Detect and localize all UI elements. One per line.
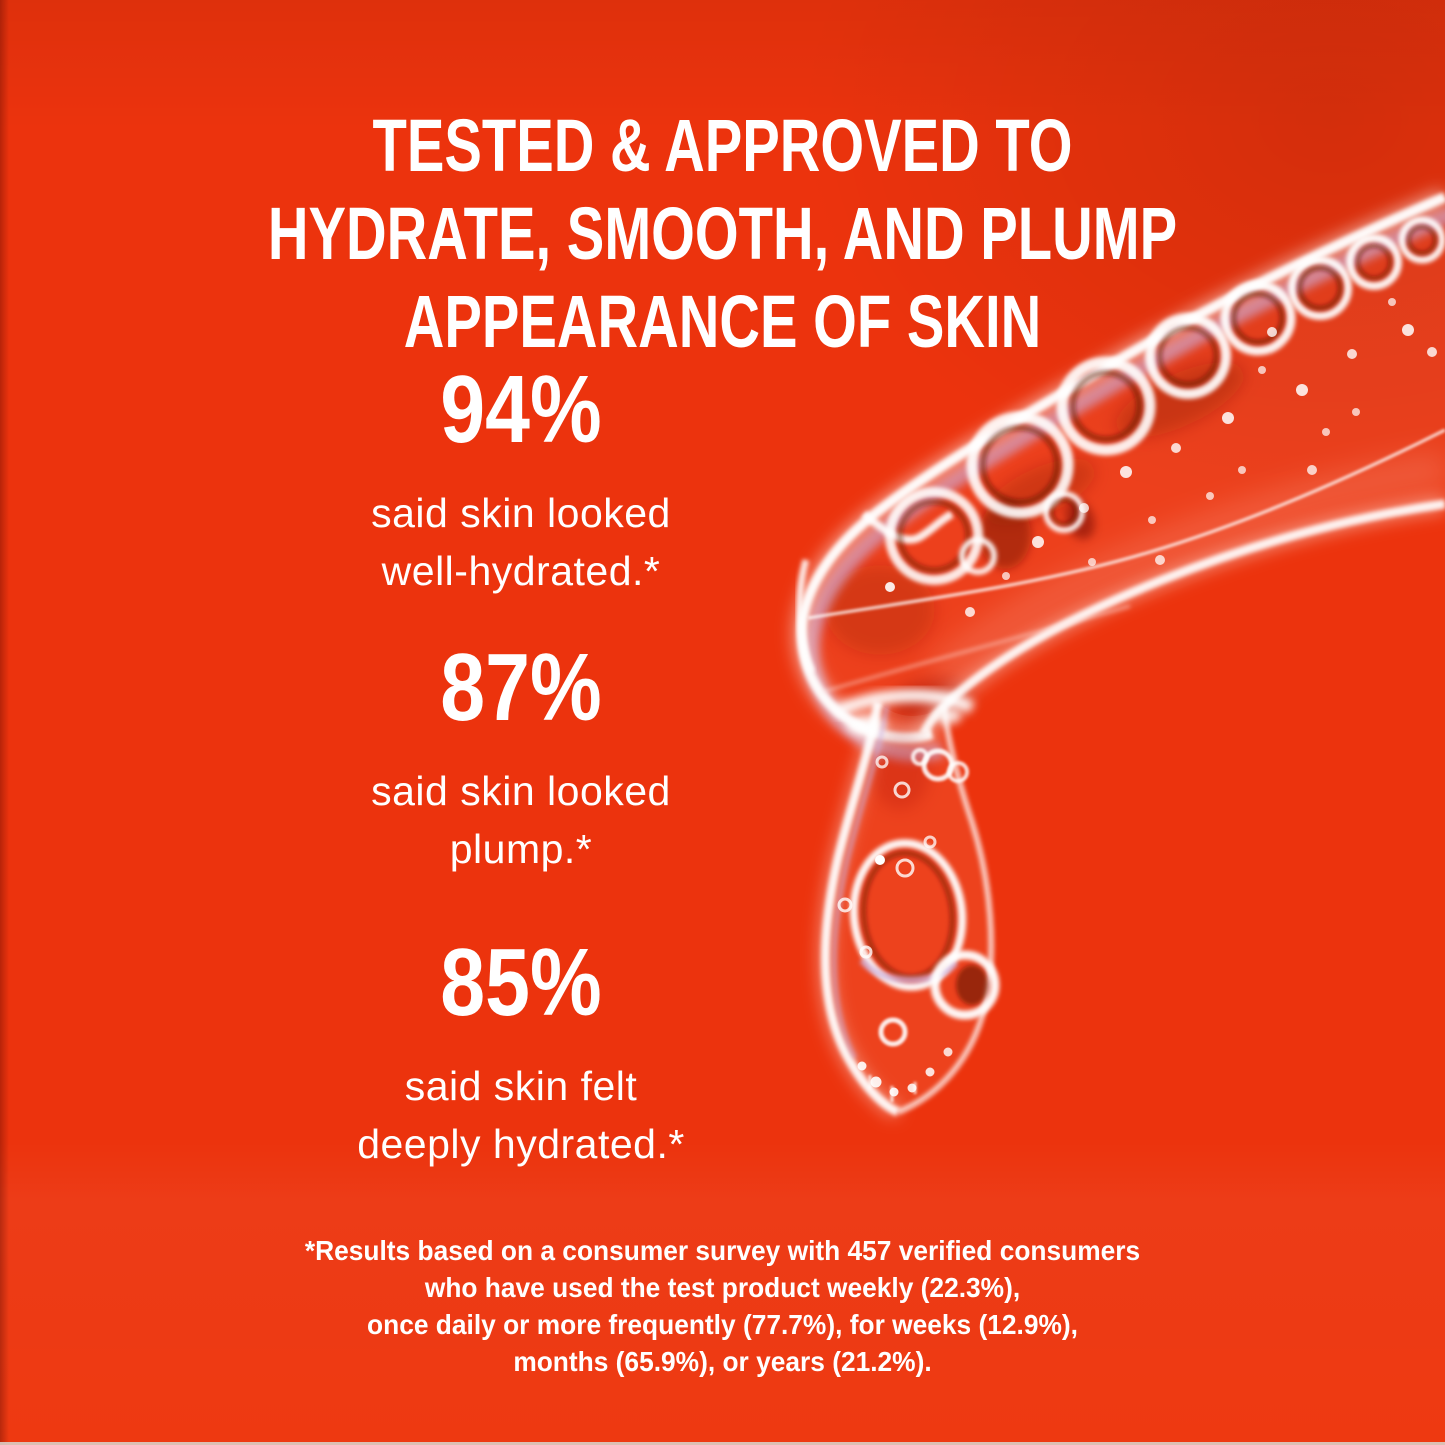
disclaimer-line: *Results based on a consumer survey with… — [304, 1235, 1141, 1266]
stat-value: 85% — [440, 929, 602, 1036]
stat-block-plump: 87% said skin looked plump.* — [251, 640, 791, 878]
stat-label-line: well-hydrated.* — [381, 548, 661, 594]
stat-label: said skin looked plump.* — [251, 762, 791, 878]
stat-block-deeply-hydrated: 85% said skin felt deeply hydrated.* — [251, 935, 791, 1173]
stat-label-line: deeply hydrated.* — [357, 1121, 685, 1167]
headline-line: HYDRATE, SMOOTH, AND PLUMP — [267, 191, 1178, 275]
pipette-glass — [792, 188, 1445, 762]
stat-label-line: said skin looked — [371, 490, 671, 536]
stat-label-line: plump.* — [449, 826, 593, 872]
drop-bubble-dark — [930, 950, 1000, 1020]
liquid-drop — [817, 700, 1000, 1119]
disclaimer-line: months (65.9%), or years (21.2%). — [513, 1346, 932, 1377]
drop-bubble-large — [849, 839, 967, 991]
stat-label: said skin felt deeply hydrated.* — [251, 1057, 791, 1173]
drop-small-bubbles — [837, 748, 969, 1047]
headline-line: TESTED & APPROVED TO — [372, 103, 1073, 187]
stat-label-line: said skin felt — [404, 1063, 638, 1109]
stat-label-line: said skin looked — [371, 768, 671, 814]
disclaimer: *Results based on a consumer survey with… — [43, 1232, 1401, 1380]
drop-rim-sparkles — [857, 1047, 953, 1102]
stat-block-hydrated: 94% said skin looked well-hydrated.* — [251, 362, 791, 600]
disclaimer-line: once daily or more frequently (77.7%), f… — [367, 1309, 1078, 1340]
stat-value: 94% — [440, 356, 602, 463]
headline: TESTED & APPROVED TO HYDRATE, SMOOTH, AN… — [0, 102, 1445, 366]
stat-value: 87% — [440, 634, 602, 741]
headline-line: APPEARANCE OF SKIN — [403, 279, 1042, 363]
pipette-bubbles — [885, 216, 1445, 585]
disclaimer-line: who have used the test product weekly (2… — [424, 1272, 1021, 1303]
glass-specks — [885, 298, 1437, 617]
stat-label: said skin looked well-hydrated.* — [251, 484, 791, 600]
